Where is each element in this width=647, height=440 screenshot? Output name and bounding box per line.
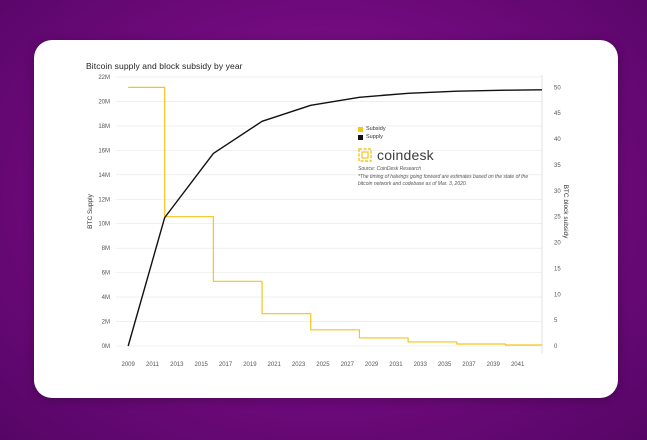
- x-tick-label: 2013: [170, 362, 184, 368]
- x-tick-label: 2041: [511, 362, 525, 368]
- legend-item-subsidy: Subsidy: [358, 125, 386, 133]
- x-tick-label: 2035: [438, 362, 452, 368]
- y2-tick-label: 20: [554, 241, 561, 247]
- chart-title: Bitcoin supply and block subsidy by year: [86, 61, 243, 71]
- y-tick-label: 0M: [102, 344, 110, 350]
- source-text: Source: CoinDesk Research: [358, 166, 422, 172]
- y-tick-label: 10M: [98, 222, 110, 228]
- x-tick-label: 2009: [121, 362, 135, 368]
- y2-tick-label: 45: [554, 111, 561, 117]
- y-tick-label: 20M: [98, 99, 110, 105]
- y-tick-label: 4M: [102, 295, 110, 301]
- y2-tick-label: 0: [554, 344, 558, 350]
- x-tick-label: 2033: [414, 362, 428, 368]
- x-tick-label: 2015: [195, 362, 209, 368]
- footnote-text: *The timing of halvings going forward ar…: [358, 174, 529, 187]
- legend-label-supply: Supply: [366, 134, 383, 140]
- chart-card: Bitcoin supply and block subsidy by year…: [34, 40, 618, 398]
- x-tick-label: 2021: [268, 362, 282, 368]
- series-line-subsidy: [128, 86, 542, 346]
- legend: Subsidy Supply: [358, 125, 386, 141]
- x-tick-label: 2023: [292, 362, 306, 368]
- y-tick-label: 8M: [102, 246, 110, 252]
- x-tick-label: 2031: [389, 362, 403, 368]
- x-tick-label: 2037: [462, 362, 476, 368]
- y2-axis-label: BTC block subsidy: [562, 185, 569, 240]
- x-tick-label: 2027: [341, 362, 355, 368]
- x-tick-label: 2029: [365, 362, 379, 368]
- y2-tick-label: 35: [554, 163, 561, 169]
- y2-tick-label: 50: [554, 85, 561, 91]
- y2-tick-label: 5: [554, 318, 558, 324]
- brand: coindesk: [358, 147, 434, 163]
- brand-name: coindesk: [377, 147, 434, 163]
- y2-tick-label: 40: [554, 137, 561, 143]
- series-line-supply: [127, 89, 543, 347]
- x-tick-label: 2025: [316, 362, 330, 368]
- chart-svg: 0M2M4M6M8M10M12M14M16M18M20M22M051015202…: [87, 75, 569, 368]
- legend-swatch-supply: [358, 134, 363, 140]
- y2-tick-label: 25: [554, 215, 561, 221]
- y-axis-label: BTC Supply: [87, 193, 94, 228]
- y-tick-label: 22M: [98, 75, 110, 81]
- legend-label-subsidy: Subsidy: [366, 126, 386, 132]
- legend-item-supply: Supply: [358, 133, 386, 141]
- x-tick-label: 2039: [487, 362, 501, 368]
- y-tick-label: 16M: [98, 148, 110, 154]
- x-tick-label: 2011: [146, 362, 160, 368]
- y-tick-label: 12M: [98, 197, 110, 203]
- y-tick-label: 18M: [98, 124, 110, 130]
- legend-swatch-subsidy: [358, 126, 363, 132]
- y-tick-label: 14M: [98, 173, 110, 179]
- y-tick-label: 2M: [102, 320, 110, 326]
- y2-tick-label: 10: [554, 292, 561, 298]
- x-tick-label: 2017: [219, 362, 233, 368]
- x-tick-label: 2019: [243, 362, 257, 368]
- coindesk-logo-icon: [358, 148, 372, 162]
- y2-tick-label: 15: [554, 266, 561, 272]
- y-tick-label: 6M: [102, 271, 110, 277]
- y2-tick-label: 30: [554, 189, 561, 195]
